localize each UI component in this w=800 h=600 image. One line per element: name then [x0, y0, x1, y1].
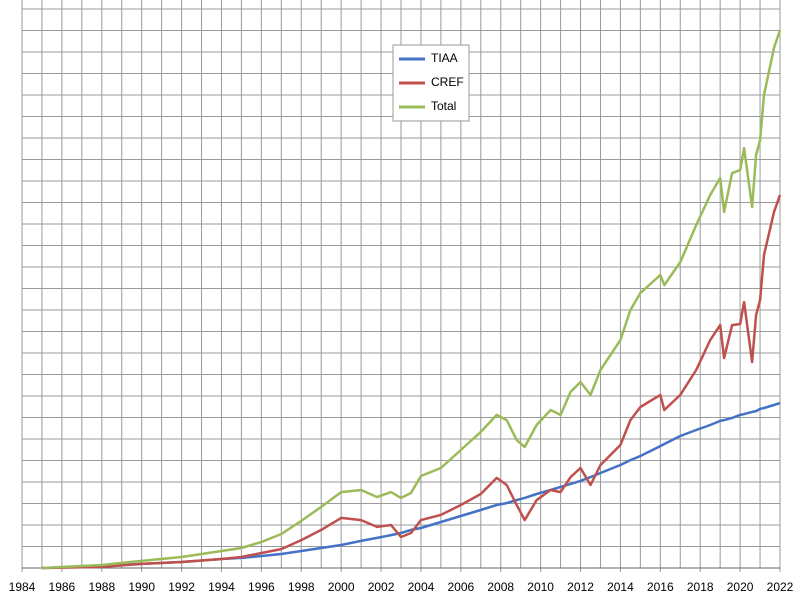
- x-tick-label: 1986: [49, 580, 76, 594]
- x-tick-label: 2002: [368, 580, 395, 594]
- x-tick-label: 2010: [527, 580, 554, 594]
- x-tick-label: 2008: [487, 580, 514, 594]
- legend: TIAA CREF Total: [392, 44, 470, 122]
- legend-label: CREF: [431, 75, 464, 89]
- series-line: [41, 194, 782, 570]
- x-tick-label: 2004: [408, 580, 435, 594]
- x-tick-label: 2018: [687, 580, 714, 594]
- legend-label: TIAA: [431, 51, 458, 65]
- x-tick-label: 1984: [9, 580, 36, 594]
- x-tick-label: 2006: [447, 580, 474, 594]
- x-tick-label: 1988: [88, 580, 115, 594]
- x-tick-label: 2016: [647, 580, 674, 594]
- series-line: [41, 401, 781, 570]
- x-tick-label: 2022: [767, 580, 794, 594]
- x-tick-label: 2014: [607, 580, 634, 594]
- x-tick-label: 2000: [328, 580, 355, 594]
- x-tick-label: 1994: [208, 580, 235, 594]
- x-tick-label: 1992: [168, 580, 195, 594]
- series-line: [41, 29, 782, 570]
- x-tick-label: 2020: [727, 580, 754, 594]
- x-tick-label: 2012: [567, 580, 594, 594]
- legend-label: Total: [431, 99, 456, 113]
- x-tick-label: 1998: [288, 580, 315, 594]
- x-tick-label: 1996: [248, 580, 275, 594]
- x-tick-label: 1990: [128, 580, 155, 594]
